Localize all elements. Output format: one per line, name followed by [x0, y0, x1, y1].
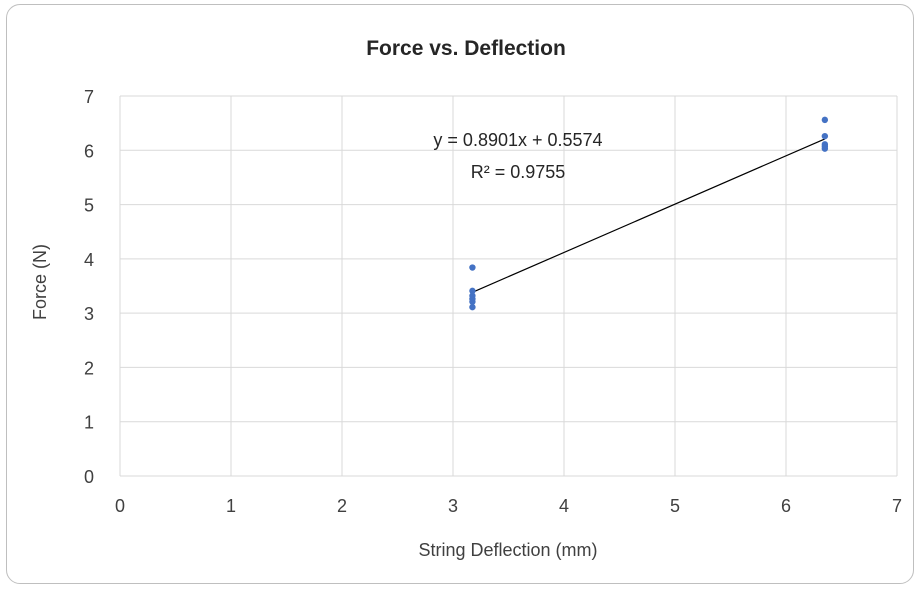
x-axis-title: String Deflection (mm) [418, 540, 597, 560]
data-point [821, 145, 829, 152]
y-tick-label: 6 [84, 141, 94, 161]
data-point [469, 298, 476, 305]
y-tick-label: 2 [84, 358, 94, 378]
y-tick-labels: 0 1 2 3 4 5 6 7 [84, 87, 94, 487]
y-tick-label: 0 [84, 467, 94, 487]
data-points [469, 116, 829, 311]
x-tick-label: 2 [337, 496, 347, 516]
x-tick-label: 7 [892, 496, 902, 516]
data-point [821, 132, 829, 140]
y-axis-title: Force (N) [30, 244, 50, 320]
trendline [472, 138, 826, 293]
x-tick-labels: 0 1 2 3 4 5 6 7 [115, 496, 902, 516]
r-squared-label: R² = 0.9755 [471, 162, 566, 182]
y-tick-label: 5 [84, 196, 94, 216]
y-tick-label: 7 [84, 87, 94, 107]
x-tick-label: 3 [448, 496, 458, 516]
chart-title: Force vs. Deflection [366, 37, 566, 60]
data-point [469, 264, 476, 271]
y-tick-label: 3 [84, 304, 94, 324]
x-tick-label: 6 [781, 496, 791, 516]
x-tick-label: 1 [226, 496, 236, 516]
data-point [469, 303, 476, 311]
trendline-equation: y = 0.8901x + 0.5574 [433, 130, 602, 150]
x-tick-label: 4 [559, 496, 569, 516]
gridlines [119, 95, 898, 477]
data-point [469, 287, 476, 295]
y-tick-label: 4 [84, 250, 94, 270]
x-tick-label: 0 [115, 496, 125, 516]
chart-frame [6, 4, 914, 584]
x-tick-label: 5 [670, 496, 680, 516]
data-point [821, 116, 829, 124]
y-tick-label: 1 [84, 413, 94, 433]
